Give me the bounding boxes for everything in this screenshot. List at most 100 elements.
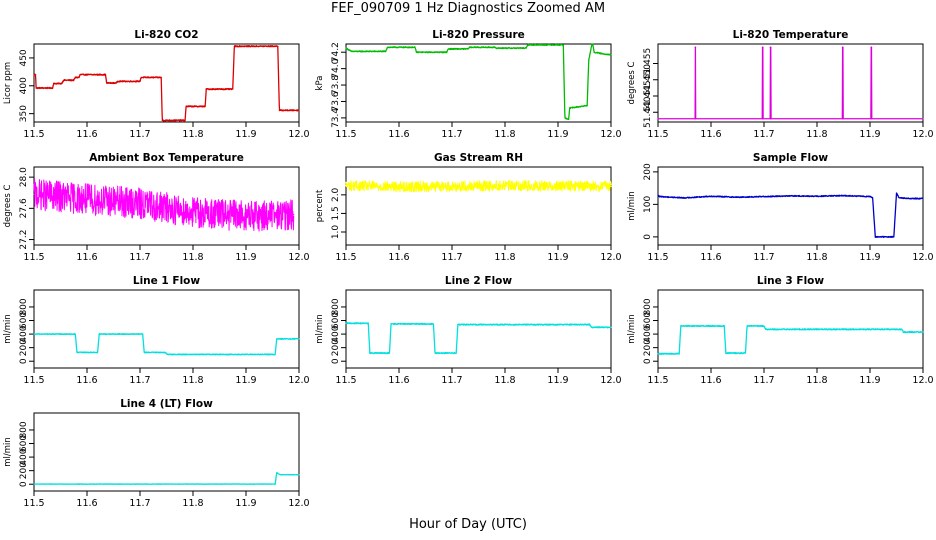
y-tick-label: 400	[643, 325, 653, 342]
data-point	[590, 326, 592, 328]
data-point	[495, 47, 497, 49]
x-tick-label: 11.6	[700, 375, 721, 386]
x-tick-label: 12.0	[912, 252, 933, 263]
data-point	[870, 118, 873, 120]
y-tick-label: 800	[643, 298, 653, 315]
x-tick-label: 12.0	[288, 498, 309, 509]
data-point	[468, 46, 471, 48]
x-tick-label: 11.7	[441, 252, 462, 263]
data-point	[447, 48, 449, 50]
y-tick-label: 600	[331, 312, 341, 329]
y-tick-label: 27.6	[19, 198, 29, 218]
x-tick-label: 11.8	[494, 129, 515, 140]
data-point	[60, 82, 63, 85]
data-point	[139, 80, 141, 82]
data-point	[586, 104, 588, 107]
data-point	[816, 195, 818, 197]
y-tick-label: 0	[643, 234, 653, 240]
data-point	[350, 50, 352, 52]
x-tick-label: 11.9	[547, 252, 568, 263]
data-point	[104, 74, 107, 76]
y-tick-label: 51.445	[643, 80, 653, 112]
data-point	[74, 333, 76, 335]
series-line	[33, 178, 295, 232]
x-tick-label: 11.9	[859, 129, 880, 140]
data-point	[680, 325, 682, 327]
data-point	[842, 195, 845, 197]
data-point	[276, 338, 278, 340]
data-point	[204, 105, 206, 107]
plot-frame	[33, 166, 300, 246]
y-tick-label: 400	[331, 325, 341, 342]
data-point	[78, 76, 80, 79]
data-point	[51, 87, 54, 89]
y-tick-label: 400	[19, 77, 29, 94]
x-tick-label: 11.7	[753, 252, 774, 263]
y-tick-label: 0	[643, 358, 653, 364]
y-tick-label: 51.450	[643, 64, 653, 96]
data-point	[233, 45, 235, 47]
data-point	[922, 118, 924, 120]
data-point	[562, 44, 564, 46]
data-point	[351, 50, 353, 52]
x-tick-label: 11.8	[182, 498, 203, 509]
x-tick-label: 11.8	[494, 252, 515, 263]
data-point	[106, 82, 108, 84]
y-axis-title: percent	[315, 189, 325, 222]
data-point	[276, 472, 278, 474]
data-point	[455, 352, 457, 354]
x-tick-label: 11.5	[647, 252, 668, 263]
y-tick-label: 1.5	[331, 206, 341, 220]
data-point	[415, 51, 418, 53]
x-tick-label: 11.5	[647, 129, 668, 140]
data-point	[63, 79, 65, 81]
data-point	[602, 53, 604, 55]
y-axis-title: kPa	[315, 76, 325, 91]
chart-panel: Li-820 Temperature 11.5 11.6 11.7 11.8 11.9 12…	[627, 29, 934, 140]
data-point	[922, 331, 924, 333]
panel-title: Line 1 Flow	[133, 275, 200, 287]
data-point	[564, 117, 566, 119]
y-tick-label: 0	[19, 358, 29, 364]
data-point	[35, 87, 37, 89]
plot-frame	[657, 166, 924, 246]
data-point	[610, 54, 612, 56]
x-tick-label: 11.7	[753, 129, 774, 140]
data-point	[97, 351, 99, 353]
y-tick-label: 100	[643, 196, 653, 213]
y-tick-label: 74.2	[331, 42, 341, 62]
data-point	[278, 109, 280, 111]
data-point	[274, 353, 276, 356]
panel-title: Li-820 CO2	[134, 29, 198, 41]
data-point	[232, 88, 234, 90]
x-tick-label: 11.9	[547, 375, 568, 386]
plot-frame	[657, 43, 924, 123]
data-point	[678, 353, 680, 355]
data-point	[695, 118, 697, 120]
data-point	[245, 215, 247, 217]
x-tick-label: 11.7	[441, 129, 462, 140]
x-tick-label: 12.0	[912, 375, 933, 386]
y-tick-label: 0	[19, 481, 29, 487]
data-point	[345, 47, 347, 49]
data-point	[657, 194, 659, 196]
chart-panel: Gas Stream RH 11.5 11.6 11.7 11.8 11.9 12.0 1.0…	[315, 152, 622, 263]
plot-frame	[33, 412, 300, 492]
x-tick-label: 11.8	[182, 252, 203, 263]
data-point	[185, 105, 187, 107]
data-point	[763, 325, 765, 327]
panel-title: Line 4 (LT) Flow	[120, 398, 213, 410]
data-point	[657, 353, 659, 355]
y-tick-label: 27.2	[19, 230, 29, 250]
y-tick-label: 73.4	[331, 108, 341, 128]
chart-panel: Line 1 Flow 11.5 11.6 11.7 11.8 11.9 12.0 0 2004…	[3, 275, 310, 386]
data-point	[161, 119, 163, 121]
data-point	[789, 195, 792, 197]
x-tick-label: 11.9	[235, 252, 256, 263]
x-tick-label: 12.0	[600, 252, 621, 263]
data-point	[746, 325, 748, 327]
panel-title: Li-820 Pressure	[432, 29, 525, 41]
y-tick-label: 1.0	[331, 225, 341, 240]
data-point	[298, 109, 300, 111]
